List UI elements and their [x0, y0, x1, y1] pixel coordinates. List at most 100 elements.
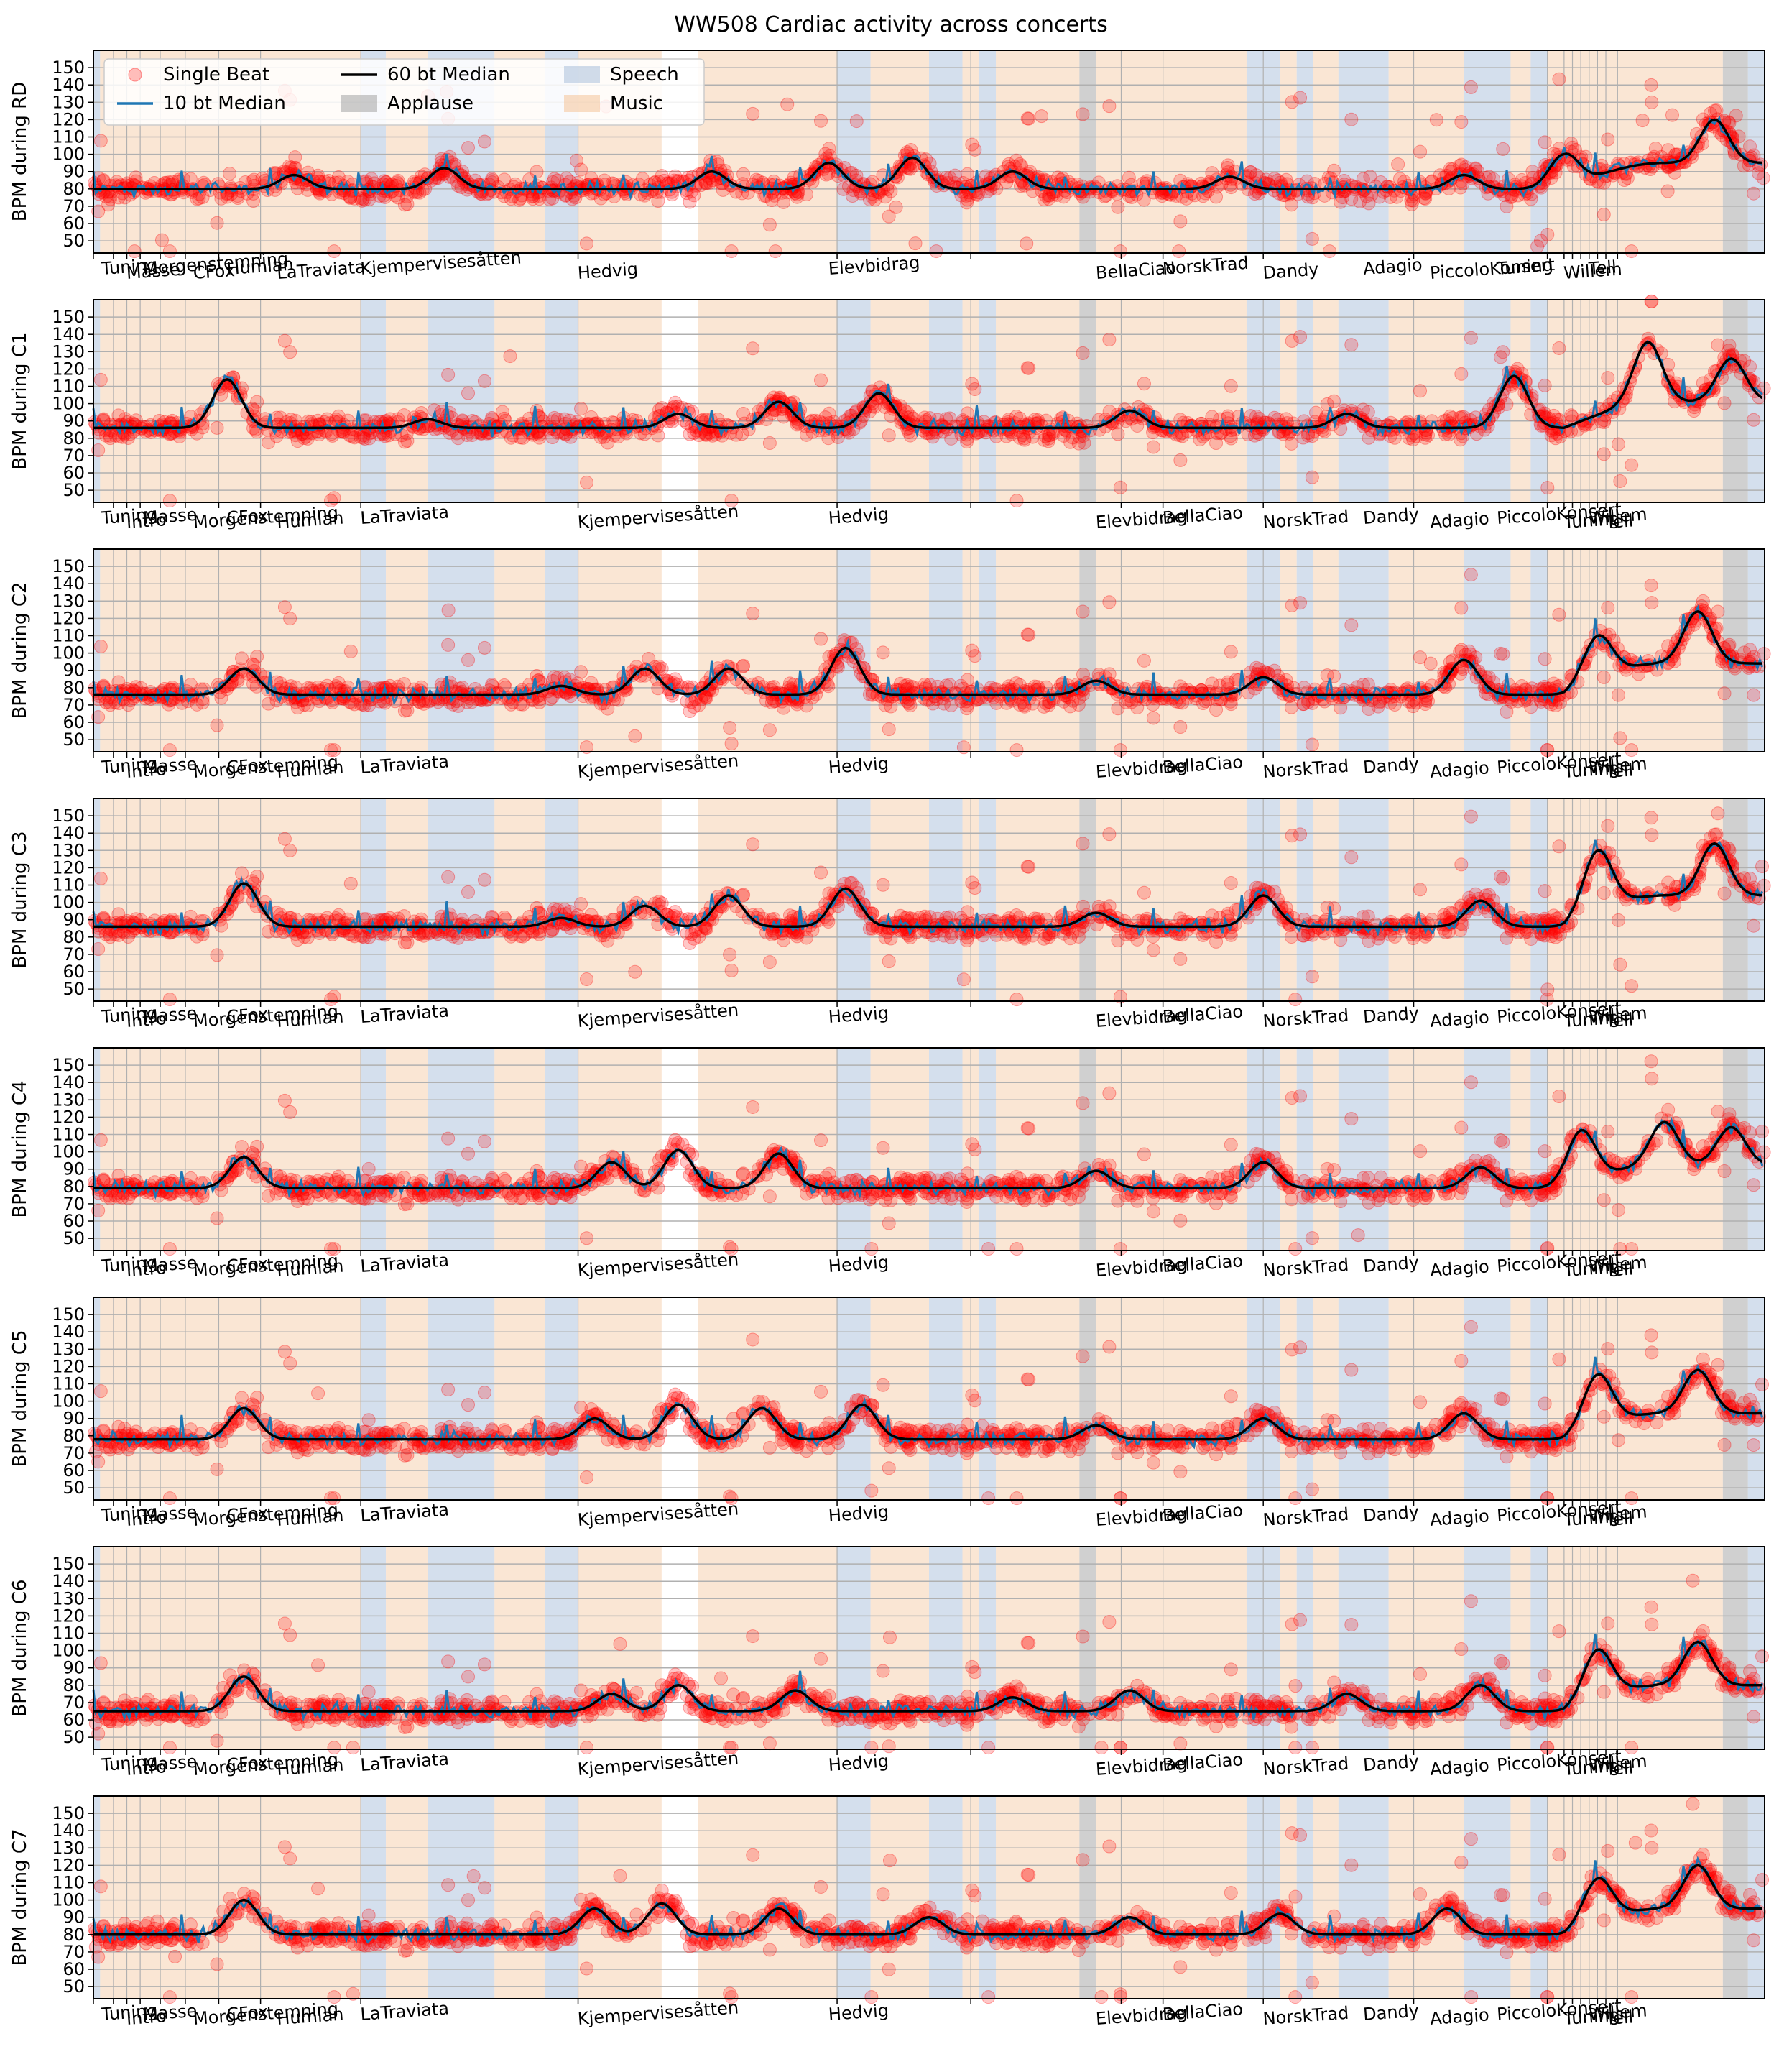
- single-beat-point: [1709, 103, 1724, 118]
- single-beat-point: [1429, 113, 1443, 127]
- y-tick-label: 90: [63, 411, 85, 431]
- single-beat-point: [101, 198, 116, 212]
- single-beat-point: [818, 410, 833, 425]
- single-beat-point: [960, 406, 974, 420]
- span-music: [996, 549, 1080, 752]
- single-beat-point: [162, 743, 177, 758]
- single-beat-point: [960, 167, 974, 181]
- span-music: [1547, 549, 1564, 752]
- span-music: [996, 798, 1080, 1001]
- span-music: [1510, 798, 1531, 1001]
- single-beat-point: [724, 244, 739, 259]
- single-beat-point: [477, 374, 491, 388]
- single-beat-point: [580, 475, 594, 489]
- single-beat-point: [1334, 195, 1348, 209]
- y-tick-label: 90: [63, 162, 85, 182]
- single-beat-point: [1009, 494, 1024, 508]
- single-beat-point: [1020, 236, 1034, 251]
- single-beat-point: [762, 436, 777, 450]
- single-beat-point: [777, 195, 791, 209]
- single-beat-point: [1538, 652, 1552, 666]
- span-music: [386, 300, 428, 502]
- single-beat-point: [814, 373, 828, 387]
- single-beat-point: [1564, 408, 1579, 423]
- span-applause: [1079, 50, 1096, 253]
- span-music: [578, 549, 662, 752]
- span-speech: [1530, 50, 1548, 253]
- span-speech: [545, 798, 578, 1001]
- single-beat-point: [343, 876, 358, 890]
- single-beat-point: [277, 832, 292, 846]
- single-beat-point: [1305, 231, 1319, 246]
- span-music: [100, 300, 361, 502]
- single-beat-point: [461, 141, 476, 155]
- single-beat-point: [1293, 91, 1308, 105]
- single-beat-point: [563, 430, 578, 444]
- span-speech: [979, 300, 997, 502]
- single-beat-point: [762, 723, 777, 737]
- y-tick-label: 60: [63, 712, 85, 732]
- y-axis-label: BPM during RD: [9, 82, 31, 221]
- single-beat-point: [1137, 653, 1151, 668]
- y-tick-label: 80: [63, 678, 85, 698]
- single-beat-point: [1601, 371, 1615, 385]
- x-tick-label: Dandy: [1362, 505, 1420, 528]
- single-beat-point: [1322, 244, 1336, 259]
- span-speech: [929, 549, 963, 752]
- single-beat-point: [1717, 396, 1732, 410]
- single-beat-point: [1665, 108, 1679, 122]
- x-tick-label: Humlan: [276, 508, 344, 533]
- single-beat-point: [441, 603, 456, 617]
- span-music: [494, 549, 545, 752]
- span-music: [1510, 50, 1531, 253]
- x-tick-label: Tuning: [1495, 255, 1553, 279]
- single-beat-point: [628, 729, 642, 743]
- x-tick-label: Tell: [1604, 760, 1634, 782]
- span-speech: [1338, 300, 1389, 502]
- single-beat-point: [477, 640, 491, 655]
- span-music: [1313, 50, 1339, 253]
- single-beat-point: [1035, 109, 1049, 124]
- span-music: [996, 50, 1080, 253]
- single-beat-point: [1413, 144, 1428, 159]
- x-tick-label: CFox: [226, 505, 269, 528]
- single-beat-point: [1454, 115, 1469, 129]
- single-beat-point: [1611, 913, 1625, 927]
- span-music: [1096, 549, 1247, 752]
- single-beat-point: [965, 137, 979, 152]
- single-beat-point: [210, 718, 224, 732]
- single-beat-point: [1293, 596, 1308, 610]
- single-beat-point: [1645, 828, 1659, 842]
- span-applause: [1079, 549, 1096, 752]
- single-beat-point: [736, 167, 751, 181]
- single-beat-point: [1344, 112, 1359, 126]
- single-beat-point: [849, 114, 864, 129]
- span-music: [494, 798, 545, 1001]
- x-tick-label: Adagio: [1362, 254, 1423, 279]
- span-music: [1096, 300, 1247, 502]
- single-beat-point: [943, 171, 957, 185]
- single-beat-point: [1597, 670, 1611, 684]
- single-beat-point: [1601, 132, 1615, 147]
- single-beat-point: [162, 244, 177, 259]
- single-beat-point: [461, 653, 476, 667]
- single-beat-point: [183, 678, 198, 692]
- span-music: [1510, 549, 1531, 752]
- single-beat-point: [1552, 607, 1566, 622]
- single-beat-point: [1224, 645, 1238, 659]
- single-beat-point: [283, 612, 297, 626]
- single-beat-point: [601, 436, 615, 450]
- single-beat-point: [1494, 646, 1508, 660]
- span-music: [1547, 798, 1564, 1001]
- single-beat-point: [508, 177, 522, 191]
- single-beat-point: [1022, 361, 1036, 375]
- single-beat-point: [461, 386, 476, 400]
- single-beat-point: [1625, 458, 1639, 472]
- single-beat-point: [1146, 440, 1160, 454]
- single-beat-point: [1613, 731, 1627, 745]
- single-beat-point: [1597, 208, 1611, 222]
- x-tick-label: Elevbidrag: [828, 252, 920, 279]
- single-beat-point: [1454, 367, 1469, 381]
